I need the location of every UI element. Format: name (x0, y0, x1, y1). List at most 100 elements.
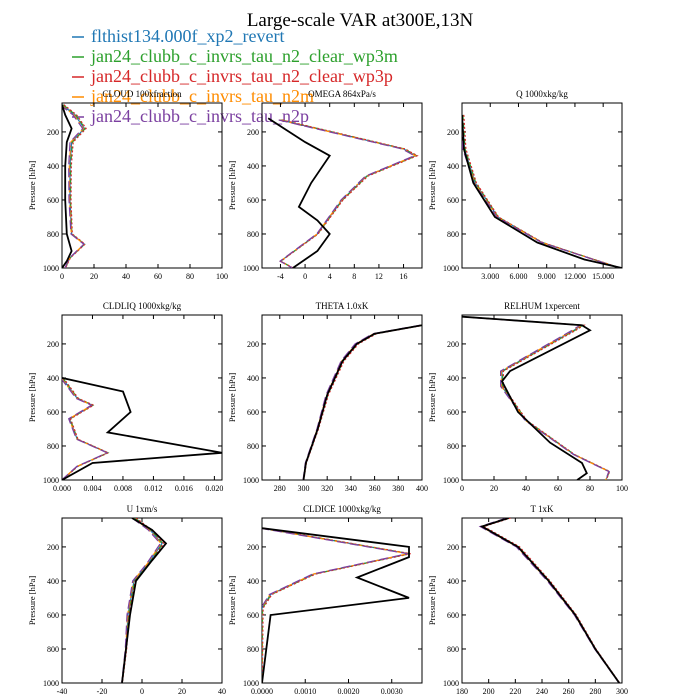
model-series-line (121, 518, 162, 683)
x-tick-label: 15.000 (592, 272, 614, 281)
y-tick-label: 600 (247, 196, 259, 205)
x-tick-label: 400 (416, 484, 428, 493)
y-tick-label: 200 (247, 340, 259, 349)
y-tick-label: 600 (447, 408, 459, 417)
panel: Q 1000xkg/kg Pressure [hPa] 200 400 600 800 10… (427, 89, 623, 281)
y-axis-label: Pressure [hPa] (427, 576, 437, 626)
panel: CLDICE 1000xkg/kg Pressure [hPa] 200 400 600… (227, 504, 423, 696)
x-tick-label: 80 (586, 484, 594, 493)
y-tick-label: 800 (247, 230, 259, 239)
x-tick-label: 4 (328, 272, 332, 281)
model-series-line (262, 527, 411, 683)
legend-entry: jan24_clubb_c_invrs_tau_n2_clear_wp3m (90, 46, 398, 66)
y-axis-label: Pressure [hPa] (27, 373, 37, 423)
y-tick-label: 600 (47, 408, 59, 417)
panel: OMEGA 864xPa/s Pressure [hPa] 200 400 600 800… (227, 89, 423, 281)
x-tick-label: 9.000 (538, 272, 556, 281)
y-tick-label: 800 (447, 645, 459, 654)
y-tick-label: 400 (47, 374, 59, 383)
model-series-line (62, 377, 109, 480)
y-tick-label: 1000 (243, 476, 259, 485)
x-tick-label: 0 (60, 272, 64, 281)
x-tick-label: -4 (277, 272, 284, 281)
y-tick-label: 1000 (43, 476, 59, 485)
y-tick-label: 600 (47, 611, 59, 620)
y-tick-label: 200 (447, 543, 459, 552)
x-tick-label: -20 (97, 687, 108, 696)
y-tick-label: 400 (47, 577, 59, 586)
model-series-line (302, 324, 422, 480)
model-series-line (462, 114, 621, 268)
x-tick-label: 0.000 (53, 484, 71, 493)
x-tick-label: -40 (57, 687, 68, 696)
y-tick-label: 600 (247, 408, 259, 417)
x-tick-label: 8 (352, 272, 356, 281)
model-series-line (121, 518, 162, 683)
x-tick-label: 0.0000 (251, 687, 273, 696)
panel: THETA 1.0xK Pressure [hPa] 200 400 600 800 100… (227, 301, 428, 493)
model-series-line (463, 316, 611, 480)
x-tick-label: 300 (616, 687, 628, 696)
x-tick-label: 0.016 (175, 484, 193, 493)
x-tick-label: 0.0010 (294, 687, 316, 696)
model-series-line (262, 527, 410, 683)
model-series-line (62, 377, 110, 480)
y-tick-label: 400 (447, 577, 459, 586)
plot-frame (61, 102, 223, 269)
y-tick-label: 1000 (43, 679, 59, 688)
panel-title: OMEGA 864xPa/s (308, 89, 376, 99)
y-tick-label: 1000 (243, 264, 259, 273)
reference-series-line (479, 518, 621, 683)
x-tick-label: 3.000 (481, 272, 499, 281)
y-tick-label: 200 (47, 128, 59, 137)
y-tick-label: 600 (47, 196, 59, 205)
legend-entry: flthist134.000f_xp2_revert (91, 26, 284, 46)
y-tick-label: 800 (247, 645, 259, 654)
x-tick-label: 260 (563, 687, 575, 696)
x-tick-label: 100 (616, 484, 628, 493)
model-series-line (121, 518, 164, 683)
model-series-line (121, 518, 165, 683)
plot-frame (461, 314, 623, 481)
plot-frame (61, 517, 223, 684)
y-axis-label: Pressure [hPa] (227, 576, 237, 626)
reference-series-line (62, 377, 222, 480)
y-tick-label: 1000 (443, 476, 459, 485)
y-tick-label: 1000 (43, 264, 59, 273)
x-tick-label: 0.004 (83, 484, 101, 493)
y-tick-label: 800 (47, 645, 59, 654)
y-tick-label: 400 (247, 577, 259, 586)
model-series-line (303, 324, 422, 480)
y-axis-label: Pressure [hPa] (227, 373, 237, 423)
y-tick-label: 200 (247, 128, 259, 137)
x-tick-label: 0 (140, 687, 144, 696)
y-tick-label: 600 (447, 611, 459, 620)
x-tick-label: 200 (483, 687, 495, 696)
y-tick-label: 600 (247, 611, 259, 620)
y-tick-label: 1000 (443, 264, 459, 273)
y-tick-label: 800 (47, 442, 59, 451)
x-tick-label: 0.0030 (381, 687, 403, 696)
plot-frame (461, 517, 623, 684)
legend-entry: jan24_clubb_c_invrs_tau_n2_clear_wp3p (90, 66, 393, 86)
model-series-line (462, 316, 610, 480)
plot-frame (261, 102, 423, 269)
x-tick-label: 220 (509, 687, 521, 696)
legend-entry: jan24_clubb_c_invrs_tau_n2m (90, 86, 314, 106)
x-tick-label: 0.0020 (337, 687, 359, 696)
y-tick-label: 800 (47, 230, 59, 239)
model-series-line (278, 119, 416, 268)
model-series-line (479, 518, 620, 683)
y-tick-label: 200 (447, 128, 459, 137)
reference-series-line (462, 315, 592, 480)
x-tick-label: 60 (154, 272, 162, 281)
model-series-line (462, 316, 610, 480)
y-tick-label: 200 (47, 340, 59, 349)
y-tick-label: 200 (247, 543, 259, 552)
y-tick-label: 400 (247, 374, 259, 383)
y-tick-label: 400 (247, 162, 259, 171)
x-tick-label: 280 (274, 484, 286, 493)
